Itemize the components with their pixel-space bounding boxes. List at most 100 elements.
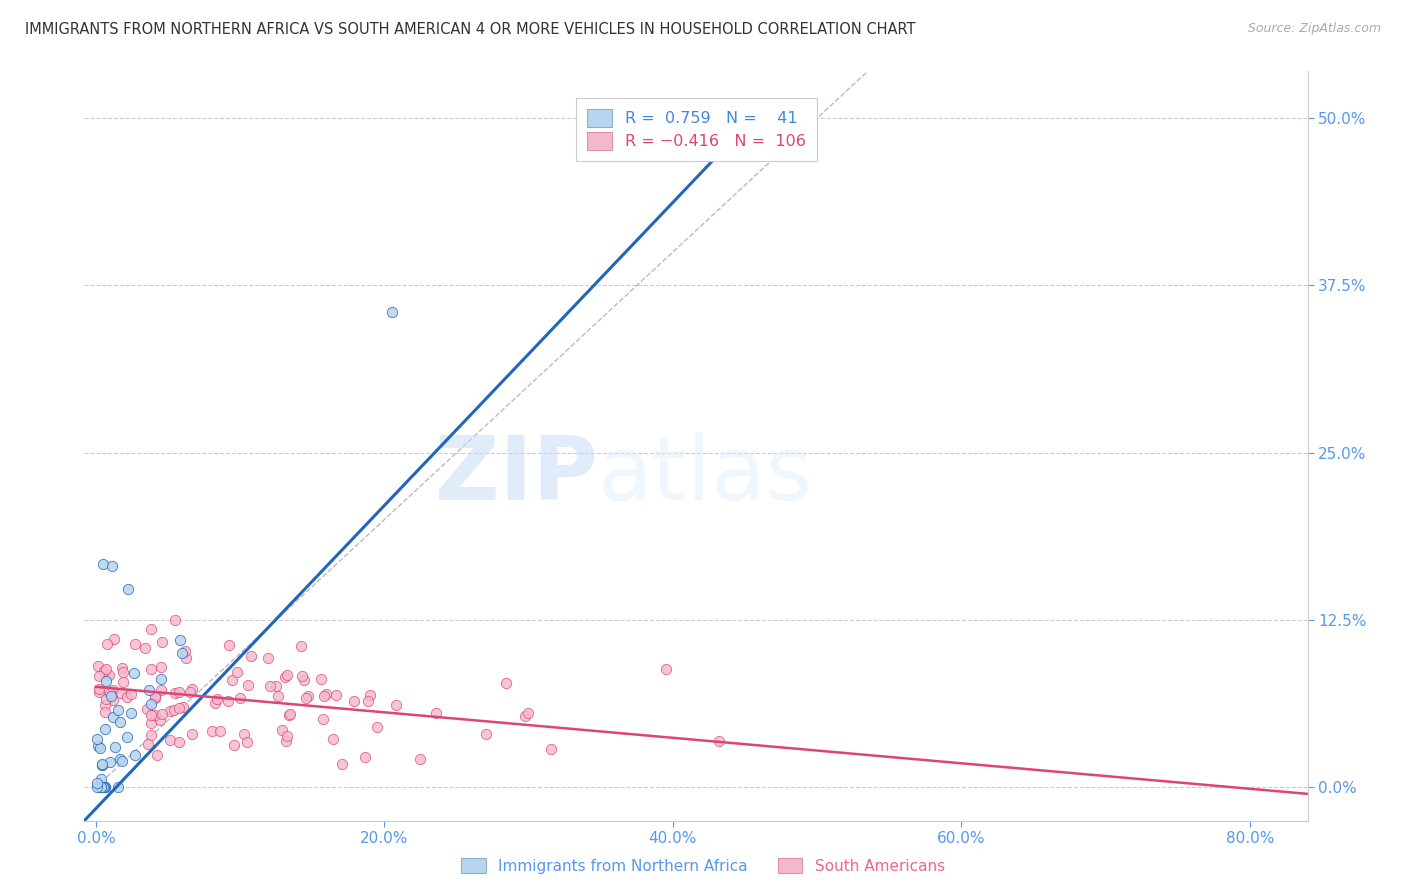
Point — [90, 780, 112, 795]
Point — [315, 687, 337, 701]
Point — [98, 756, 121, 770]
Point — [136, 737, 159, 751]
Point — [111, 665, 134, 679]
Point — [90, 772, 112, 786]
Point — [141, 716, 163, 731]
Point — [163, 703, 186, 717]
Point — [103, 632, 125, 647]
Point — [93, 780, 115, 795]
Point — [90, 780, 112, 795]
Point — [103, 710, 125, 724]
Point — [217, 694, 239, 708]
Point — [115, 730, 138, 744]
Point — [150, 683, 173, 698]
Point — [139, 623, 162, 637]
Point — [143, 690, 166, 705]
Point — [235, 735, 257, 749]
Point — [150, 706, 173, 721]
Point — [93, 722, 115, 736]
Point — [94, 780, 117, 795]
Text: IMMIGRANTS FROM NORTHERN AFRICA VS SOUTH AMERICAN 4 OR MORE VEHICLES IN HOUSEHOL: IMMIGRANTS FROM NORTHERN AFRICA VS SOUTH… — [25, 22, 915, 37]
Point — [150, 672, 173, 686]
Text: atlas: atlas — [598, 433, 813, 519]
Point — [86, 780, 108, 795]
Point — [325, 689, 347, 703]
Point — [654, 662, 676, 677]
Point — [238, 678, 260, 692]
Point — [96, 637, 118, 651]
Point — [87, 739, 110, 753]
Text: ZIP: ZIP — [436, 433, 598, 519]
Point — [94, 698, 117, 712]
Point — [274, 669, 297, 683]
Point — [495, 675, 517, 690]
Point — [540, 742, 562, 756]
Point — [295, 690, 318, 705]
Point — [146, 747, 169, 762]
Point — [86, 776, 108, 790]
Point — [100, 559, 122, 574]
Point — [141, 728, 163, 742]
Point — [120, 687, 142, 701]
Point — [138, 682, 160, 697]
Point — [87, 685, 110, 699]
Point — [141, 662, 163, 676]
Point — [167, 735, 190, 749]
Point — [174, 651, 197, 665]
Point — [90, 756, 112, 771]
Point — [276, 667, 298, 681]
Point — [124, 747, 146, 762]
Point — [290, 669, 312, 683]
Point — [474, 727, 496, 741]
Point — [96, 662, 118, 676]
Point — [180, 681, 202, 696]
Point — [290, 640, 312, 654]
Point — [93, 780, 115, 795]
Point — [111, 754, 134, 768]
Point — [276, 729, 298, 743]
Point — [108, 715, 131, 730]
Point — [356, 694, 378, 708]
Point — [259, 680, 281, 694]
Legend: R =  0.759   N =    41, R = −0.416   N =  106: R = 0.759 N = 41, R = −0.416 N = 106 — [575, 98, 817, 161]
Point — [86, 731, 108, 746]
Point — [87, 658, 110, 673]
Point — [229, 691, 252, 706]
Point — [122, 666, 145, 681]
Point — [271, 723, 294, 738]
Text: Source: ZipAtlas.com: Source: ZipAtlas.com — [1247, 22, 1381, 36]
Point — [312, 712, 335, 726]
Point — [408, 751, 430, 765]
Point — [309, 672, 332, 686]
Point — [149, 660, 172, 674]
Point — [90, 757, 112, 772]
Point — [218, 638, 240, 652]
Point — [117, 582, 139, 597]
Point — [267, 690, 290, 704]
Point — [94, 706, 117, 720]
Point — [141, 708, 163, 723]
Point — [425, 706, 447, 720]
Point — [87, 681, 110, 696]
Point — [97, 667, 120, 681]
Point — [385, 698, 408, 712]
Point — [87, 669, 110, 683]
Point — [167, 685, 190, 699]
Point — [143, 690, 166, 704]
Point — [91, 557, 114, 571]
Point — [134, 641, 156, 656]
Point — [143, 708, 166, 723]
Point — [208, 724, 231, 739]
Point — [100, 689, 122, 703]
Point — [110, 752, 132, 766]
Point — [366, 720, 388, 734]
Point — [179, 685, 201, 699]
Point — [353, 749, 375, 764]
Point — [181, 727, 204, 741]
Point — [381, 305, 404, 319]
Point — [139, 697, 162, 711]
Point — [115, 690, 138, 704]
Point — [91, 758, 114, 772]
Point — [359, 688, 381, 702]
Point — [159, 704, 181, 718]
